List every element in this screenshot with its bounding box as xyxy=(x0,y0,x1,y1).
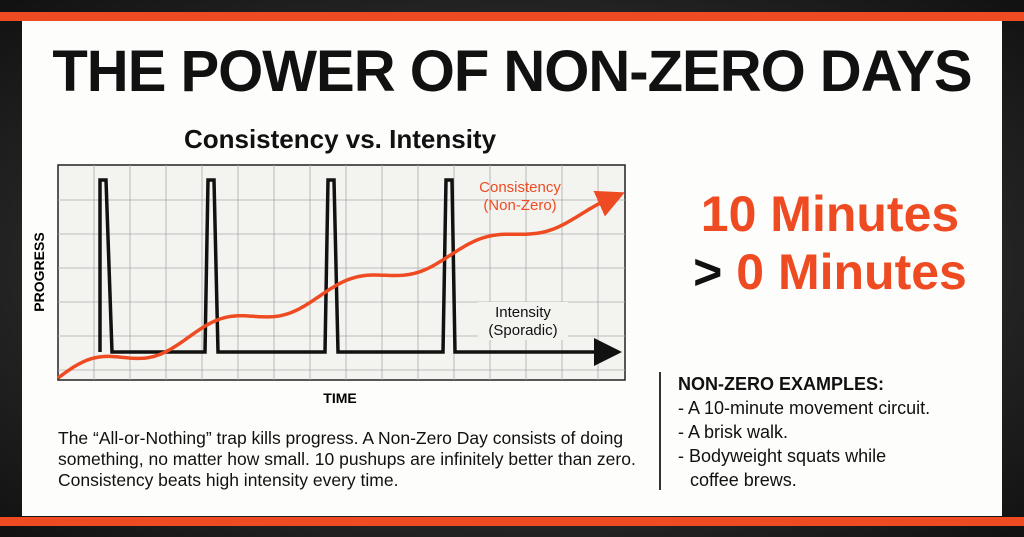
body-text: The “All-or-Nothing” trap kills progress… xyxy=(58,428,636,490)
example-item: - A 10-minute movement circuit. xyxy=(678,398,931,418)
examples: NON-ZERO EXAMPLES: - A 10-minute movemen… xyxy=(678,372,930,492)
example-item: - A brisk walk. xyxy=(678,422,789,442)
headline: > 0 Minutes xyxy=(640,243,1020,301)
chart-title: Consistency vs. Intensity xyxy=(183,124,497,154)
divider xyxy=(659,372,661,490)
example-item: coffee brews. xyxy=(690,470,797,490)
plot-area xyxy=(57,164,626,381)
chart: PROGRESS TIME Consistency (Non-Zero) Int… xyxy=(31,164,626,406)
consistency-label: Consistency xyxy=(479,179,561,196)
title: THE POWER OF NON-ZERO DAYS xyxy=(52,39,972,104)
intensity-label: Intensity xyxy=(495,304,551,321)
headline: 10 Minutes xyxy=(700,186,960,242)
intensity-line xyxy=(98,178,622,366)
examples-title: NON-ZERO EXAMPLES: xyxy=(678,374,885,394)
headline: 0 Minutes xyxy=(736,244,967,300)
intensity-label: (Sporadic) xyxy=(488,322,557,339)
headline-symbol: > xyxy=(693,244,723,300)
consistency-line xyxy=(56,190,625,380)
x-label: TIME xyxy=(323,390,356,406)
y-label: PROGRESS xyxy=(31,232,47,311)
label-bg xyxy=(478,302,568,340)
top-stripe xyxy=(0,12,1024,21)
consistency-label: (Non-Zero) xyxy=(483,197,556,214)
example-item: - Bodyweight squats while xyxy=(678,446,887,466)
bottom-stripe xyxy=(0,517,1024,526)
